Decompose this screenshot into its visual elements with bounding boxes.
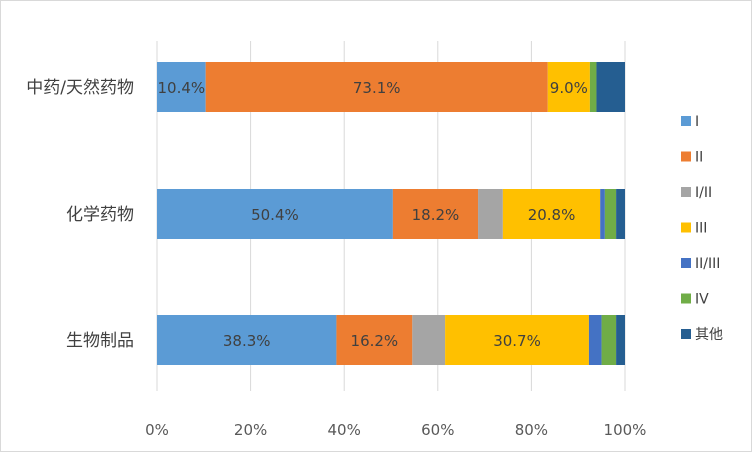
bar-segment	[616, 189, 625, 239]
bar-segment	[547, 62, 590, 112]
bar-segment	[588, 315, 602, 365]
category-label: 中药/天然药物	[26, 78, 134, 98]
legend-swatch	[681, 116, 691, 126]
bar-segment	[478, 189, 503, 239]
x-tick-label: 20%	[234, 421, 267, 439]
category-label: 生物制品	[66, 331, 134, 351]
value-axis: 0% 20% 40% 60% 80% 100%	[145, 421, 646, 439]
data-label: 30.7%	[493, 332, 541, 350]
data-label: 38.3%	[223, 332, 271, 350]
bar-segment	[336, 315, 413, 365]
data-label: 10.4%	[158, 79, 206, 97]
data-label: 73.1%	[353, 79, 401, 97]
legend-swatch	[681, 293, 691, 304]
legend-label: IV	[695, 292, 709, 308]
bar-segment	[205, 62, 548, 112]
data-label: 16.2%	[351, 332, 399, 350]
bar-segment	[157, 315, 337, 365]
legend-label: I/II	[695, 185, 712, 201]
data-label: 50.4%	[251, 206, 299, 224]
legend-label: II	[695, 150, 703, 166]
legend-label: 其他	[695, 327, 723, 343]
bar-segment	[157, 62, 206, 112]
bar-segment	[445, 315, 589, 365]
x-tick-label: 40%	[328, 421, 361, 439]
data-label: 9.0%	[550, 79, 588, 97]
category-label: 化学药物	[66, 205, 134, 225]
bar-segment	[589, 62, 597, 112]
bar-segment	[596, 62, 625, 112]
legend-swatch	[681, 151, 691, 162]
data-labels: 10.4% 73.1% 9.0% 50.4% 18.2% 20.8% 38.3% 16.2% 3…	[158, 79, 588, 350]
legend-label: I	[695, 114, 699, 130]
legend-swatch	[681, 329, 691, 339]
x-tick-label: 0%	[145, 421, 169, 439]
data-label: 20.8%	[528, 206, 576, 224]
bar-segment	[502, 189, 601, 239]
x-tick-label: 60%	[421, 421, 454, 439]
bars	[157, 62, 625, 365]
bar-segment	[392, 189, 479, 239]
bar-segment	[604, 189, 617, 239]
x-tick-label: 100%	[604, 421, 647, 439]
bar-segment	[412, 315, 446, 365]
bar-segment	[157, 189, 393, 239]
data-label: 18.2%	[412, 206, 460, 224]
bar-segment	[601, 315, 617, 365]
legend-swatch	[681, 187, 691, 197]
legend-label: III	[695, 221, 707, 237]
legend-label: II/III	[695, 256, 720, 272]
legend-swatch	[681, 222, 691, 233]
bar-segment	[616, 315, 625, 365]
x-tick-label: 80%	[515, 421, 548, 439]
bar-segment	[600, 189, 605, 239]
legend-swatch	[681, 258, 691, 268]
